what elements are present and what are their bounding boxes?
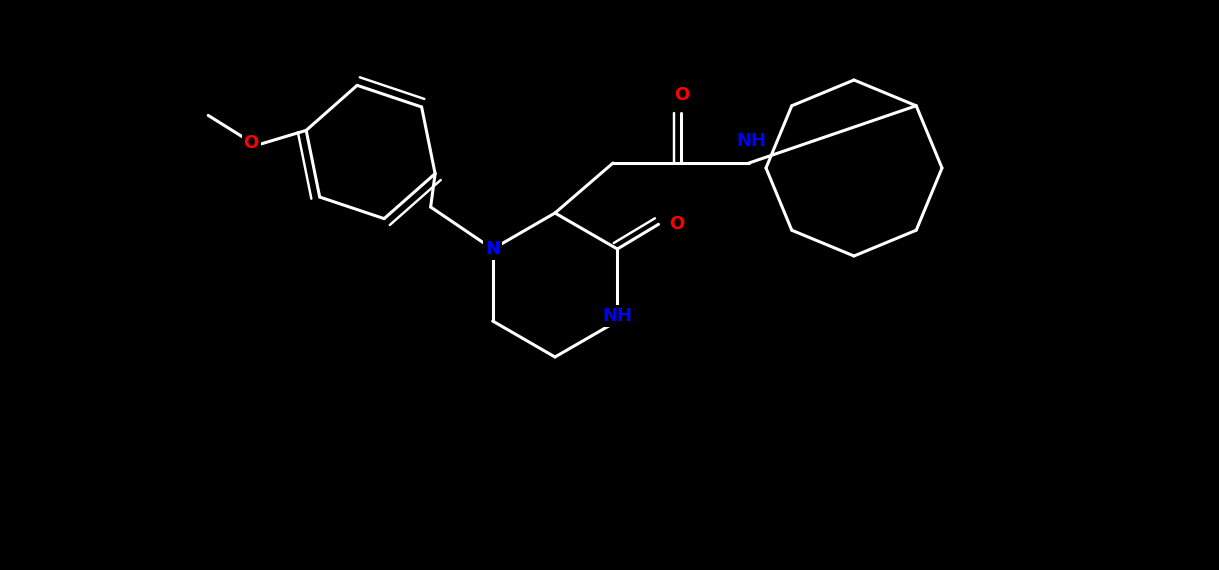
Text: O: O (669, 215, 684, 233)
Text: O: O (674, 86, 690, 104)
Text: O: O (244, 135, 258, 152)
Text: NH: NH (602, 307, 633, 325)
Text: N: N (485, 240, 500, 258)
Text: NH: NH (736, 132, 766, 150)
